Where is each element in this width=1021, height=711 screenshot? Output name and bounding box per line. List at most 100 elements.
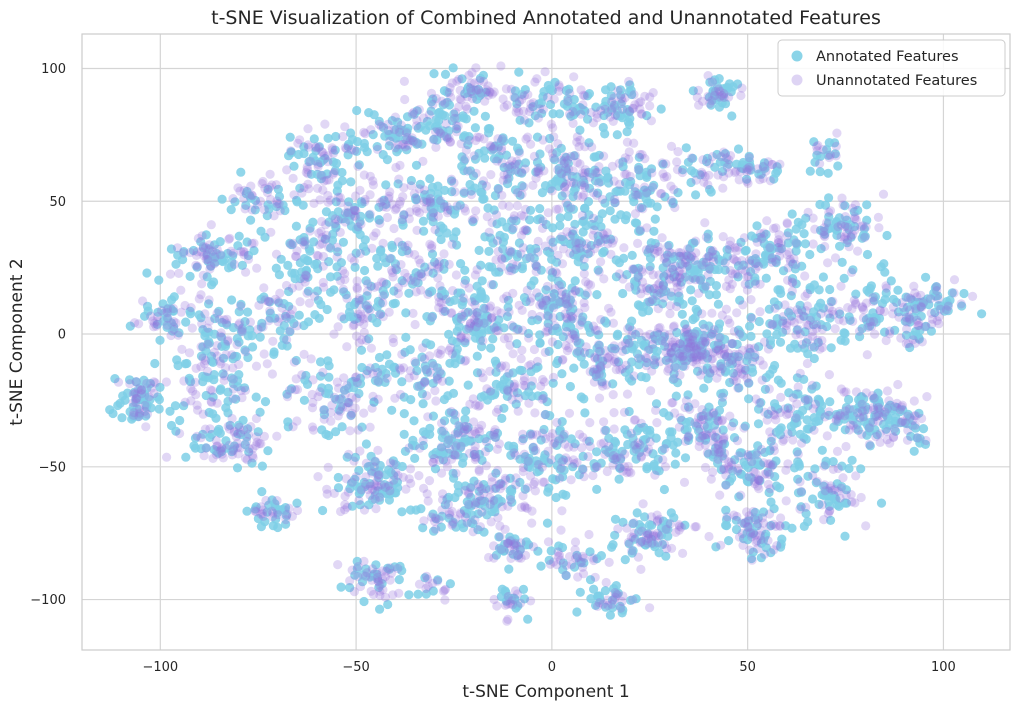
scatter-point	[129, 408, 139, 418]
scatter-point	[769, 223, 779, 234]
scatter-point	[776, 423, 786, 433]
scatter-point	[365, 209, 375, 219]
scatter-point	[331, 197, 341, 207]
scatter-point	[419, 354, 430, 364]
scatter-point	[662, 544, 672, 554]
scatter-point	[128, 412, 138, 422]
scatter-point	[610, 102, 620, 112]
scatter-point	[941, 305, 952, 315]
scatter-point	[453, 429, 463, 439]
scatter-point	[212, 398, 222, 408]
scatter-point	[766, 520, 776, 531]
scatter-point	[915, 325, 925, 336]
scatter-point	[688, 273, 698, 283]
scatter-point	[588, 553, 598, 563]
scatter-point	[814, 416, 824, 426]
scatter-point	[646, 116, 657, 126]
scatter-point	[117, 413, 127, 423]
scatter-point	[861, 315, 872, 325]
scatter-point	[775, 483, 785, 493]
scatter-point	[397, 349, 407, 359]
scatter-point	[659, 271, 669, 281]
scatter-point	[275, 326, 285, 336]
scatter-point	[888, 432, 899, 443]
scatter-point	[233, 376, 243, 386]
scatter-point	[816, 309, 826, 319]
scatter-point	[336, 214, 346, 224]
scatter-point	[912, 433, 923, 443]
scatter-point	[602, 466, 612, 477]
scatter-point	[568, 118, 578, 128]
scatter-point	[681, 330, 691, 340]
scatter-point	[455, 94, 465, 104]
scatter-point	[695, 275, 705, 285]
scatter-point	[569, 442, 579, 452]
scatter-point	[485, 386, 496, 396]
scatter-point	[925, 294, 936, 304]
scatter-point	[760, 407, 770, 417]
scatter-point	[399, 429, 409, 439]
scatter-point	[628, 433, 638, 443]
scatter-point	[598, 599, 608, 609]
scatter-point	[617, 608, 627, 618]
scatter-point	[657, 539, 668, 550]
scatter-point	[837, 461, 847, 471]
scatter-point	[191, 260, 201, 270]
scatter-point	[868, 402, 879, 413]
scatter-point	[601, 602, 611, 612]
scatter-point	[340, 389, 350, 399]
scatter-point	[410, 250, 420, 260]
scatter-point	[504, 307, 514, 317]
scatter-point	[858, 313, 869, 323]
scatter-point	[558, 558, 568, 568]
scatter-point	[413, 138, 423, 149]
scatter-point	[592, 462, 602, 472]
scatter-point	[755, 175, 765, 185]
scatter-point	[307, 422, 318, 432]
scatter-point	[647, 168, 657, 178]
scatter-point	[783, 403, 793, 413]
scatter-point	[518, 466, 528, 477]
scatter-point	[792, 239, 802, 249]
scatter-point	[547, 268, 558, 278]
scatter-point	[583, 197, 594, 207]
scatter-point	[636, 564, 646, 575]
scatter-point	[629, 197, 639, 207]
scatter-point	[265, 297, 275, 307]
scatter-point	[166, 304, 176, 314]
scatter-point	[323, 383, 333, 393]
scatter-point	[368, 571, 378, 581]
scatter-point	[238, 247, 249, 257]
scatter-point	[181, 317, 191, 327]
scatter-point	[613, 186, 623, 196]
scatter-point	[474, 434, 484, 444]
scatter-point	[514, 159, 524, 169]
scatter-point	[439, 249, 449, 259]
scatter-point	[526, 367, 536, 377]
scatter-point	[430, 225, 440, 235]
scatter-point	[721, 281, 732, 291]
scatter-point	[442, 494, 452, 504]
scatter-point	[368, 391, 378, 401]
scatter-point	[613, 357, 624, 367]
scatter-point	[407, 109, 417, 119]
scatter-point	[552, 358, 562, 369]
scatter-point	[421, 192, 431, 203]
scatter-point	[892, 402, 902, 413]
scatter-point	[578, 464, 588, 475]
scatter-point	[907, 295, 917, 305]
scatter-point	[789, 254, 799, 264]
scatter-point	[405, 464, 416, 474]
scatter-point	[635, 149, 645, 160]
scatter-point	[505, 340, 515, 350]
scatter-point	[591, 102, 601, 112]
scatter-point	[852, 419, 862, 430]
scatter-point	[811, 478, 821, 488]
scatter-point	[636, 265, 647, 275]
scatter-point	[344, 139, 354, 149]
scatter-point	[874, 223, 884, 233]
scatter-point	[214, 424, 224, 434]
scatter-point	[619, 243, 629, 253]
scatter-point	[670, 459, 680, 469]
scatter-point	[573, 191, 583, 201]
